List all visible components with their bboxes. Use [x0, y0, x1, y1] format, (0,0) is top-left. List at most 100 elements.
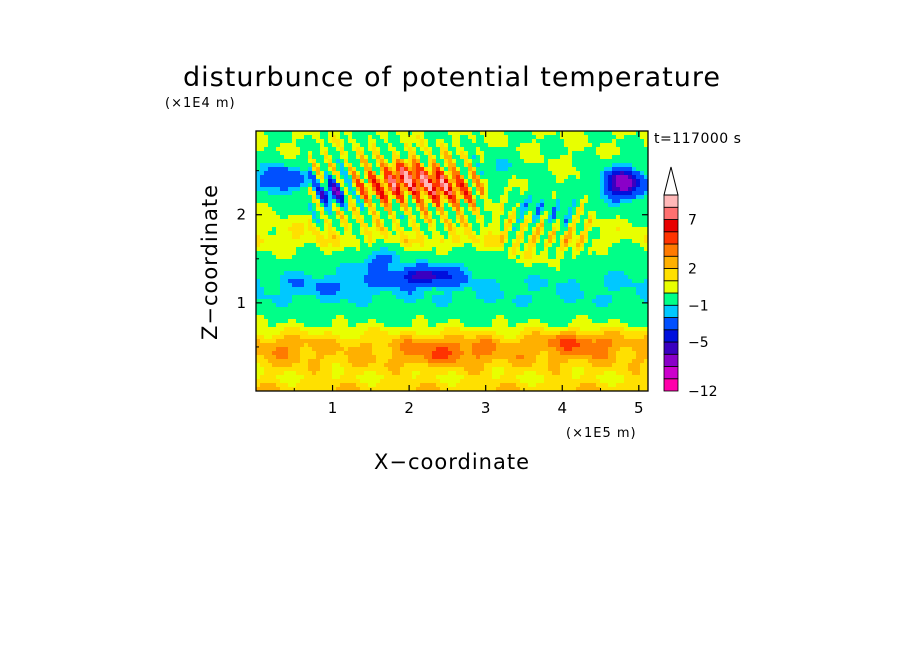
heatmap-cell	[408, 379, 413, 384]
heatmap-cell	[356, 303, 361, 308]
heatmap-cell	[544, 263, 549, 268]
heatmap-cell	[308, 371, 313, 376]
heatmap-cell	[300, 339, 305, 344]
heatmap-cell	[316, 351, 321, 356]
heatmap-cell	[324, 139, 329, 144]
heatmap-cell	[320, 315, 325, 320]
heatmap-cell	[492, 131, 497, 136]
heatmap-cell	[548, 343, 553, 348]
heatmap-cell	[512, 279, 517, 284]
heatmap-cell	[436, 131, 441, 136]
heatmap-cell	[504, 327, 509, 332]
heatmap-cell	[540, 179, 545, 184]
heatmap-cell	[496, 183, 501, 188]
heatmap-cell	[288, 291, 293, 296]
heatmap-cell	[312, 367, 317, 372]
heatmap-cell	[472, 203, 477, 208]
heatmap-cell	[500, 239, 505, 244]
heatmap-cell	[320, 327, 325, 332]
heatmap-cell	[352, 355, 357, 360]
heatmap-cell	[368, 215, 373, 220]
heatmap-cell	[532, 307, 537, 312]
heatmap-cell	[416, 203, 421, 208]
heatmap-cell	[316, 147, 321, 152]
heatmap-cell	[328, 359, 333, 364]
heatmap-cell	[404, 307, 409, 312]
heatmap-cell	[356, 319, 361, 324]
heatmap-cell	[380, 307, 385, 312]
heatmap-cell	[272, 227, 277, 232]
heatmap-cell	[364, 155, 369, 160]
heatmap-cell	[280, 231, 285, 236]
heatmap-cell	[460, 231, 465, 236]
heatmap-cell	[452, 167, 457, 172]
heatmap-cell	[448, 235, 453, 240]
heatmap-cell	[432, 183, 437, 188]
heatmap-cell	[452, 255, 457, 260]
heatmap-cell	[308, 355, 313, 360]
heatmap-cell	[344, 371, 349, 376]
heatmap-cell	[272, 207, 277, 212]
heatmap-cell	[384, 267, 389, 272]
heatmap-cell	[388, 283, 393, 288]
heatmap-cell	[384, 367, 389, 372]
heatmap-cell	[368, 227, 373, 232]
heatmap-cell	[292, 311, 297, 316]
heatmap-cell	[388, 287, 393, 292]
heatmap-cell	[452, 135, 457, 140]
heatmap-cell	[504, 355, 509, 360]
heatmap-cell	[492, 175, 497, 180]
heatmap-cell	[360, 223, 365, 228]
heatmap-cell	[524, 191, 529, 196]
heatmap-cell	[340, 339, 345, 344]
heatmap-cell	[292, 135, 297, 140]
heatmap-cell	[388, 263, 393, 268]
heatmap-cell	[532, 175, 537, 180]
heatmap-cell	[548, 215, 553, 220]
heatmap-cell	[376, 303, 381, 308]
heatmap-cell	[424, 323, 429, 328]
heatmap-cell	[444, 371, 449, 376]
heatmap-cell	[480, 131, 485, 136]
heatmap-cell	[292, 243, 297, 248]
heatmap-cell	[272, 383, 277, 388]
heatmap-cell	[320, 251, 325, 256]
heatmap-cell	[264, 271, 269, 276]
heatmap-cell	[344, 159, 349, 164]
heatmap-cell	[472, 319, 477, 324]
heatmap-cell	[448, 367, 453, 372]
heatmap-cell	[556, 331, 561, 336]
heatmap-cell	[360, 235, 365, 240]
heatmap-cell	[508, 231, 513, 236]
heatmap-cell	[540, 387, 545, 391]
heatmap-cell	[548, 195, 553, 200]
heatmap-cell	[292, 235, 297, 240]
heatmap-cell	[296, 263, 301, 268]
heatmap-cell	[484, 179, 489, 184]
heatmap-cell	[480, 159, 485, 164]
heatmap-cell	[428, 199, 433, 204]
heatmap-cell	[272, 203, 277, 208]
heatmap-cell	[368, 307, 373, 312]
heatmap-cell	[296, 255, 301, 260]
heatmap-cell	[484, 379, 489, 384]
heatmap-cell	[528, 367, 533, 372]
heatmap-cell	[324, 251, 329, 256]
heatmap-cell	[328, 147, 333, 152]
heatmap-cell	[332, 291, 337, 296]
heatmap-cell	[316, 339, 321, 344]
heatmap-cell	[352, 387, 357, 391]
heatmap-cell	[288, 315, 293, 320]
heatmap-cell	[440, 155, 445, 160]
heatmap-cell	[468, 379, 473, 384]
heatmap-cell	[544, 235, 549, 240]
heatmap-cell	[344, 223, 349, 228]
heatmap-cell	[488, 259, 493, 264]
heatmap-cell	[360, 155, 365, 160]
heatmap-cell	[472, 379, 477, 384]
heatmap-cell	[352, 283, 357, 288]
heatmap-cell	[532, 159, 537, 164]
heatmap-cell	[396, 215, 401, 220]
heatmap-cell	[292, 363, 297, 368]
heatmap-cell	[432, 307, 437, 312]
